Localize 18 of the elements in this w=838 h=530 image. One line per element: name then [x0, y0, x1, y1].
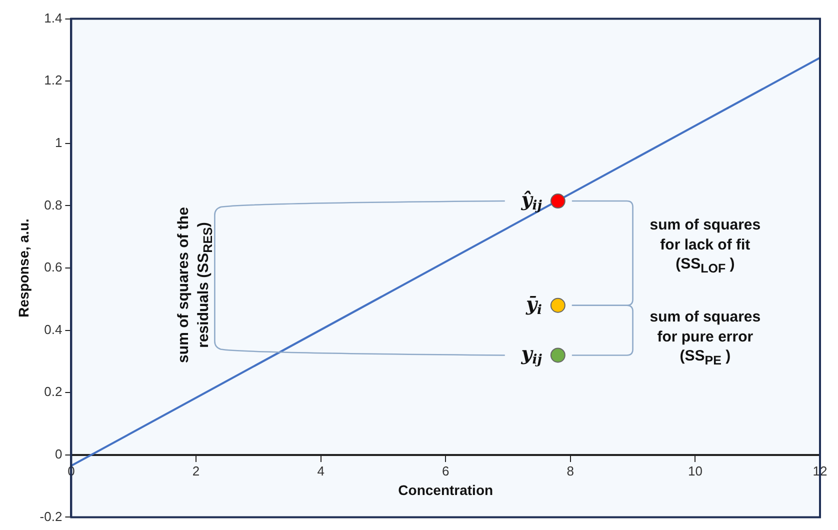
x-tick-label: 8 — [566, 463, 574, 478]
y-axis-title: Response, a.u. — [15, 218, 32, 318]
annotation: sum of squares for lack of fit (SS$_{LOF}$ ) — [648, 216, 762, 277]
x-tick-label: 10 — [688, 463, 702, 478]
y-tick-label: 1.2 — [44, 72, 62, 88]
y-tick-label: 1.4 — [44, 10, 62, 26]
x-axis-title: Concentration — [398, 482, 494, 498]
y-tick-label: 1 — [54, 134, 62, 150]
y-tick-label: 0.8 — [44, 197, 62, 212]
x-tick-label: 2 — [192, 463, 200, 478]
y-tick-label: 0.6 — [44, 260, 62, 275]
y-tick-label: 0 — [54, 446, 62, 462]
x-tick-label: 4 — [317, 463, 324, 478]
y-tick-label: -0.2 — [40, 508, 62, 524]
x-tick-label: 6 — [442, 463, 450, 478]
y-tick-label: 0.4 — [44, 322, 62, 337]
y-tick-label: 0.2 — [44, 384, 62, 400]
annotation: sum of squares for pure error (SS$_{PE}$ ) — [648, 307, 762, 369]
